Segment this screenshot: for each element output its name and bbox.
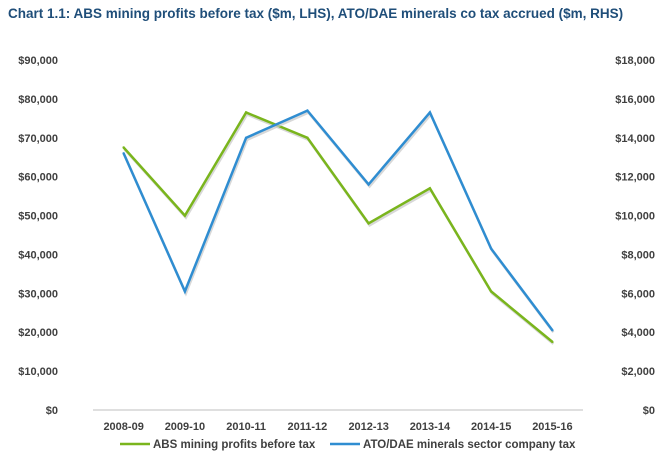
left-tick-label: $50,000 xyxy=(18,211,58,223)
left-tick-label: $40,000 xyxy=(18,249,58,261)
left-tick-label: $80,000 xyxy=(18,94,58,106)
data-point xyxy=(551,340,554,344)
x-tick-label: 2013-14 xyxy=(410,421,451,433)
right-tick-label: $0 xyxy=(643,405,655,417)
series-layer xyxy=(122,109,555,345)
x-tick-label: 2015-16 xyxy=(532,421,572,433)
left-tick-label: $60,000 xyxy=(18,172,58,184)
right-tick-label: $6,000 xyxy=(621,288,655,300)
right-tick-label: $18,000 xyxy=(615,55,655,67)
x-tick-label: 2008-09 xyxy=(103,421,143,433)
data-point xyxy=(244,136,248,139)
x-tick-label: 2009-10 xyxy=(165,421,205,433)
legend-label: ABS mining profits before tax xyxy=(153,439,316,451)
data-point xyxy=(306,109,309,112)
right-axis: $0 $2,000 $4,000 $6,000 $8,000 $10,000 $12,000… xyxy=(615,55,655,417)
data-point xyxy=(367,183,370,186)
data-point xyxy=(489,247,493,250)
left-tick-label: $30,000 xyxy=(18,288,58,300)
x-tick-label: 2011-12 xyxy=(287,421,327,433)
left-tick-label: $90,000 xyxy=(18,55,58,67)
data-point xyxy=(244,111,248,114)
data-point xyxy=(551,329,554,332)
right-tick-label: $14,000 xyxy=(615,133,655,145)
data-point xyxy=(306,136,309,139)
legend-label: ATO/DAE minerals sector company tax xyxy=(363,439,576,451)
x-tick-label: 2014-15 xyxy=(471,421,511,433)
data-point xyxy=(428,187,432,190)
right-tick-label: $2,000 xyxy=(621,366,655,378)
left-tick-label: $20,000 xyxy=(18,327,58,339)
x-axis: 2008-09 2009-10 2010-11 2011-12 2012-13 2013-… xyxy=(103,421,572,433)
x-tick-label: 2010-11 xyxy=(226,421,266,433)
left-axis: $0 $10,000 $20,000 $30,000 $40,000 $50,000 $60… xyxy=(18,55,58,417)
chart-title: Chart 1.1: ABS mining profits before tax… xyxy=(8,6,624,21)
right-tick-label: $8,000 xyxy=(621,249,655,261)
left-tick-label: $70,000 xyxy=(18,133,58,145)
data-point xyxy=(489,290,493,293)
left-tick-label: $0 xyxy=(46,405,58,417)
series-line-ato-tax xyxy=(122,109,554,332)
legend: ABS mining profits before tax ATO/DAE min… xyxy=(120,439,576,451)
right-tick-label: $10,000 xyxy=(615,211,655,223)
data-point xyxy=(428,111,432,114)
right-tick-label: $4,000 xyxy=(621,327,655,339)
left-tick-label: $10,000 xyxy=(18,366,58,378)
data-point xyxy=(122,146,125,149)
series-line-abs-profits xyxy=(122,110,554,343)
data-point xyxy=(183,214,187,217)
right-tick-label: $16,000 xyxy=(615,94,655,106)
data-point xyxy=(122,152,125,155)
x-tick-label: 2012-13 xyxy=(348,421,388,433)
data-point xyxy=(183,290,187,293)
data-point xyxy=(367,222,370,225)
right-tick-label: $12,000 xyxy=(615,172,655,184)
series-shadow xyxy=(123,111,555,334)
